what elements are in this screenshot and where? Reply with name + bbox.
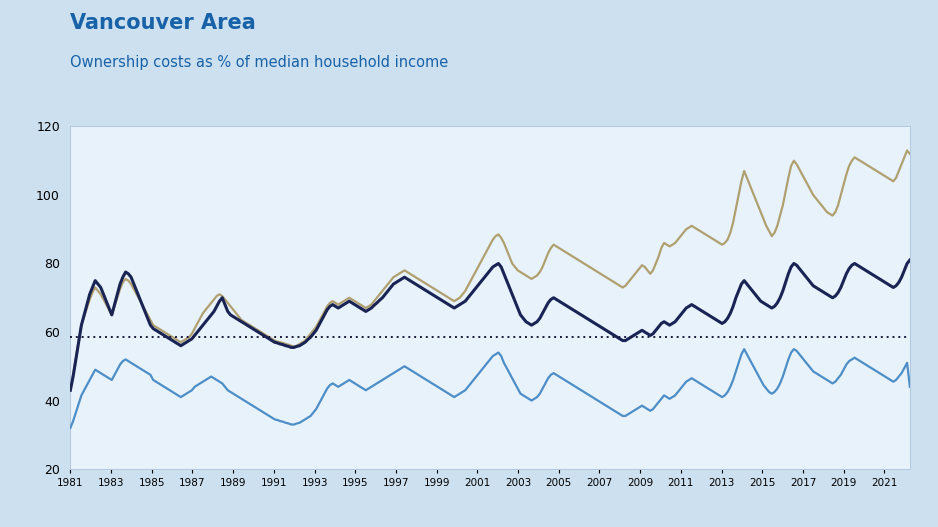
Text: Ownership costs as % of median household income: Ownership costs as % of median household…: [70, 55, 448, 70]
Text: Vancouver Area: Vancouver Area: [70, 13, 256, 33]
